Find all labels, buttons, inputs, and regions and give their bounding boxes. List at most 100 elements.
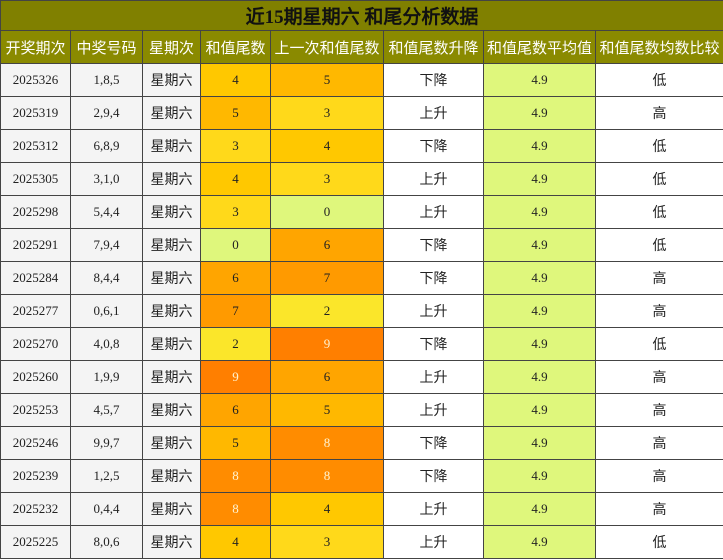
table-cell: 3,1,0 <box>70 162 143 196</box>
table-cell: 2 <box>200 327 271 361</box>
title-row: 近15期星期六 和尾分析数据 <box>0 0 723 31</box>
table-cell: 4.9 <box>483 459 596 493</box>
table-cell: 2025305 <box>0 162 71 196</box>
table-cell: 4.9 <box>483 294 596 328</box>
table-cell: 0 <box>200 228 271 262</box>
table-cell: 8 <box>200 459 271 493</box>
table-cell: 2025326 <box>0 63 71 97</box>
table-cell: 0,4,4 <box>70 492 143 526</box>
table-cell: 4.9 <box>483 129 596 163</box>
table-cell: 星期六 <box>142 426 201 460</box>
table-cell: 5 <box>270 63 384 97</box>
table-cell: 星期六 <box>142 492 201 526</box>
table-cell: 4.9 <box>483 327 596 361</box>
table-cell: 5,4,4 <box>70 195 143 229</box>
table-cell: 8,4,4 <box>70 261 143 295</box>
column-header: 星期次 <box>142 30 201 64</box>
table-row: 2025305 3,1,0 星期六 4 3 上升 4.9 低 <box>0 162 723 196</box>
table-body: 2025326 1,8,5 星期六 4 5 下降 4.9 低 2025319 2,9,4 星期六 5 3… <box>0 63 723 559</box>
table-cell: 8 <box>200 492 271 526</box>
table-cell: 7 <box>270 261 384 295</box>
table-cell: 2025225 <box>0 525 71 559</box>
table-cell: 5 <box>270 393 384 427</box>
table-row: 2025298 5,4,4 星期六 3 0 上升 4.9 低 <box>0 195 723 229</box>
table-row: 2025326 1,8,5 星期六 4 5 下降 4.9 低 <box>0 63 723 97</box>
table-cell: 上升 <box>383 393 484 427</box>
table-cell: 3 <box>270 162 384 196</box>
table-cell: 星期六 <box>142 525 201 559</box>
table-cell: 4 <box>200 63 271 97</box>
table-cell: 6 <box>200 393 271 427</box>
table-cell: 1,2,5 <box>70 459 143 493</box>
table-row: 2025225 8,0,6 星期六 4 3 上升 4.9 低 <box>0 525 723 559</box>
table-cell: 星期六 <box>142 63 201 97</box>
table-cell: 2025284 <box>0 261 71 295</box>
table-cell: 星期六 <box>142 162 201 196</box>
table-cell: 4.9 <box>483 261 596 295</box>
table-cell: 上升 <box>383 294 484 328</box>
column-header: 和值尾数平均值 <box>483 30 596 64</box>
table-cell: 4 <box>200 162 271 196</box>
table-row: 2025319 2,9,4 星期六 5 3 上升 4.9 高 <box>0 96 723 130</box>
table-cell: 2025253 <box>0 393 71 427</box>
table-cell: 2025270 <box>0 327 71 361</box>
table-cell: 星期六 <box>142 96 201 130</box>
table-cell: 2025260 <box>0 360 71 394</box>
table-cell: 4.9 <box>483 426 596 460</box>
table-row: 2025253 4,5,7 星期六 6 5 上升 4.9 高 <box>0 393 723 427</box>
table-cell: 0,6,1 <box>70 294 143 328</box>
column-header: 中奖号码 <box>70 30 143 64</box>
table-cell: 6 <box>270 228 384 262</box>
table-cell: 下降 <box>383 228 484 262</box>
header-row: 开奖期次 中奖号码 星期次 和值尾数 上一次和值尾数 和值尾数升降 和值尾数平均值 和值尾数均… <box>0 30 723 64</box>
table-cell: 8 <box>270 459 384 493</box>
table-cell: 3 <box>270 525 384 559</box>
table-cell: 星期六 <box>142 459 201 493</box>
table-cell: 高 <box>594 426 723 460</box>
column-header: 开奖期次 <box>0 30 71 64</box>
table-cell: 星期六 <box>142 261 201 295</box>
table-cell: 9 <box>270 327 384 361</box>
table-cell: 星期六 <box>142 129 201 163</box>
table-cell: 低 <box>594 129 723 163</box>
table-cell: 高 <box>594 360 723 394</box>
table-cell: 2025298 <box>0 195 71 229</box>
column-header: 和值尾数升降 <box>383 30 484 64</box>
table-cell: 8,0,6 <box>70 525 143 559</box>
table-cell: 上升 <box>383 96 484 130</box>
table-row: 2025284 8,4,4 星期六 6 7 下降 4.9 高 <box>0 261 723 295</box>
table-cell: 3 <box>270 96 384 130</box>
table-cell: 4 <box>270 129 384 163</box>
table-cell: 低 <box>594 228 723 262</box>
table-cell: 4.9 <box>483 360 596 394</box>
table-cell: 高 <box>594 294 723 328</box>
table-title: 近15期星期六 和尾分析数据 <box>0 0 723 31</box>
table-cell: 2025232 <box>0 492 71 526</box>
table-cell: 3 <box>200 195 271 229</box>
table-cell: 低 <box>594 327 723 361</box>
table-row: 2025291 7,9,4 星期六 0 6 下降 4.9 低 <box>0 228 723 262</box>
table-cell: 4.9 <box>483 96 596 130</box>
table-cell: 上升 <box>383 162 484 196</box>
table-cell: 下降 <box>383 426 484 460</box>
table-cell: 2025239 <box>0 459 71 493</box>
table-cell: 上升 <box>383 360 484 394</box>
table-cell: 4.9 <box>483 525 596 559</box>
table-cell: 2025277 <box>0 294 71 328</box>
table-cell: 6 <box>200 261 271 295</box>
table-cell: 高 <box>594 492 723 526</box>
table-cell: 低 <box>594 162 723 196</box>
column-header: 和值尾数均数比较 <box>594 30 723 64</box>
table-cell: 4,0,8 <box>70 327 143 361</box>
table-cell: 2025246 <box>0 426 71 460</box>
table-cell: 星期六 <box>142 228 201 262</box>
table-cell: 2,9,4 <box>70 96 143 130</box>
table-cell: 4,5,7 <box>70 393 143 427</box>
table-cell: 高 <box>594 96 723 130</box>
table-cell: 4 <box>270 492 384 526</box>
table-cell: 星期六 <box>142 360 201 394</box>
table-cell: 下降 <box>383 63 484 97</box>
table-cell: 2025312 <box>0 129 71 163</box>
table-cell: 星期六 <box>142 327 201 361</box>
